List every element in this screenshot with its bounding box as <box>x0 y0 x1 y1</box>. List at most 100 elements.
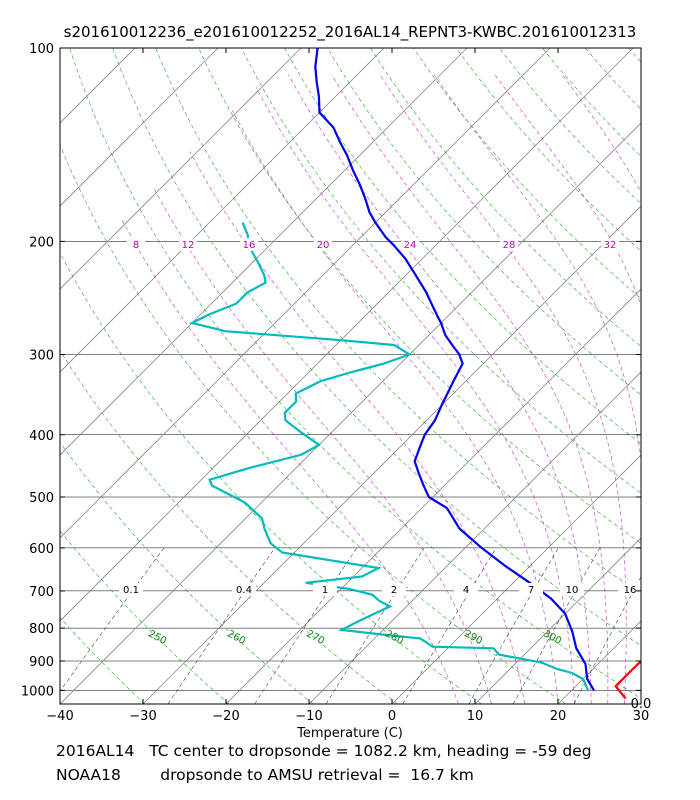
dry-adiabat-line <box>584 48 641 110</box>
dry-adiabat-label: 270 <box>304 628 326 647</box>
y-tick-label: 700 <box>29 585 54 600</box>
mixing-ratio-label-bg <box>560 583 584 596</box>
x-tick-label: 30 <box>633 709 650 724</box>
mixing-ratio-line <box>60 547 165 692</box>
dry-adiabat-line <box>60 144 566 704</box>
moist-adiabat-label: 32 <box>604 240 617 251</box>
mixing-ratio-label: 0.4 <box>236 585 252 596</box>
isotherm-line <box>640 703 641 704</box>
y-tick-label: 400 <box>29 429 54 444</box>
y-tick-label: 100 <box>29 42 54 57</box>
dry-adiabat-line <box>456 48 641 252</box>
dry-adiabat-line <box>155 48 641 595</box>
moist-adiabat-label: 8 <box>133 240 139 251</box>
dry-adiabat-line <box>112 48 641 647</box>
moist-adiabat-line <box>189 151 526 704</box>
plot-frame <box>59 47 642 705</box>
moist-adiabat-line <box>121 219 459 704</box>
moist-adiabat-label: 12 <box>182 240 195 251</box>
skew-t-chart: s201610012236_e201610012252_2016AL14_REP… <box>0 23 700 740</box>
dry-adiabat-line <box>241 48 641 494</box>
dry-adiabat-line <box>327 48 641 396</box>
y-tick-label: 900 <box>29 655 54 670</box>
dry-adiabat-label: 290 <box>462 628 484 647</box>
isotherm-line <box>0 48 52 704</box>
mixing-ratio-label-bg <box>382 583 406 596</box>
isotherm-line <box>60 48 551 539</box>
dry-adiabat-line <box>370 48 641 347</box>
isotherm-line <box>60 48 302 290</box>
dry-adiabat-line <box>60 349 398 704</box>
dropsonde-temperature-line <box>614 660 641 700</box>
mixing-ratio-line <box>402 547 497 704</box>
isotherm-line <box>474 537 641 704</box>
dry-adiabat-line <box>69 48 641 699</box>
y-tick-label: 1000 <box>21 684 54 699</box>
moist-adiabat-line <box>232 110 559 704</box>
dry-adiabat-label: 250 <box>146 628 168 647</box>
moist-adiabat-line <box>562 74 641 193</box>
moist-adiabat-label-bg <box>500 238 518 251</box>
moist-adiabat-label-bg <box>240 238 258 251</box>
moist-adiabat-line <box>255 86 575 704</box>
x-tick-label: −10 <box>295 709 322 724</box>
dry-adiabat-line <box>671 48 700 704</box>
isotherm-line <box>557 620 641 704</box>
y-tick-label: 300 <box>29 348 54 363</box>
mixing-ratio-label-bg <box>519 583 543 596</box>
mixing-ratio-label: 16 <box>624 585 637 596</box>
dry-adiabat-line <box>60 441 314 704</box>
chart-title: s201610012236_e201610012252_2016AL14_REP… <box>64 23 637 42</box>
isotherm-line <box>60 48 136 124</box>
isotherm-line <box>60 48 385 373</box>
x-tick-label: 0 <box>388 709 396 724</box>
moist-adiabat-line <box>331 74 609 704</box>
footer-line-2: NOAA18 dropsonde to AMSU retrieval = 16.… <box>56 766 474 784</box>
mixing-ratio-label: 10 <box>566 585 579 596</box>
isotherm-line <box>60 48 468 456</box>
dropsonde-dewpoint-line <box>314 48 595 691</box>
isotherm-line <box>60 122 641 704</box>
mixing-ratio-line <box>254 547 358 704</box>
amsu-dewpoint-line <box>188 222 590 691</box>
y-tick-label: 600 <box>29 542 54 557</box>
moist-adiabat-line <box>288 74 592 704</box>
x-tick-label: −30 <box>129 709 156 724</box>
y-tick-label: 500 <box>29 491 54 506</box>
mixing-ratio-label-bg <box>313 583 337 596</box>
dry-adiabat-label: 280 <box>383 628 405 647</box>
moist-adiabat-line <box>153 187 492 704</box>
x-tick-label: −40 <box>46 709 73 724</box>
y-tick-label: 200 <box>29 235 54 250</box>
dry-adiabat-line <box>60 530 230 704</box>
mixing-ratio-label: 0.1 <box>123 585 139 596</box>
mixing-ratio-label: 7 <box>528 585 534 596</box>
isotherm-line <box>142 205 641 704</box>
mixing-ratio-label: 4 <box>463 585 469 596</box>
dry-adiabat-line <box>60 617 146 704</box>
isotherm-line <box>225 288 641 704</box>
mixing-ratio-line <box>573 576 641 704</box>
footer-line-1: 2016AL14 TC center to dropsonde = 1082.2… <box>56 742 592 760</box>
moist-adiabat-label-bg <box>314 238 332 251</box>
moist-adiabat-label-bg <box>401 238 419 251</box>
dry-adiabat-line <box>198 48 641 544</box>
x-tick-label: 20 <box>550 709 567 724</box>
dry-adiabat-line <box>60 252 482 704</box>
dry-adiabat-line <box>627 48 641 63</box>
isotherm-line <box>308 371 641 704</box>
moist-adiabat-label: 24 <box>404 240 417 251</box>
x-axis-label: Temperature (C) <box>296 726 403 740</box>
isotherm-line <box>391 454 641 704</box>
x-tick-label: 10 <box>467 709 484 724</box>
moist-adiabat-line <box>433 74 641 704</box>
x-tick-label: −20 <box>212 709 239 724</box>
mixing-ratio-label-bg <box>232 583 256 596</box>
mixing-ratio-line <box>468 547 559 704</box>
mixing-ratio-line <box>325 547 425 704</box>
mixing-ratio-label: 2 <box>391 585 397 596</box>
dry-adiabat-label: 260 <box>225 628 247 647</box>
moist-adiabat-label-bg <box>127 238 145 251</box>
moist-adiabat-label-bg <box>179 238 197 251</box>
mixing-ratio-label-bg <box>618 583 642 596</box>
